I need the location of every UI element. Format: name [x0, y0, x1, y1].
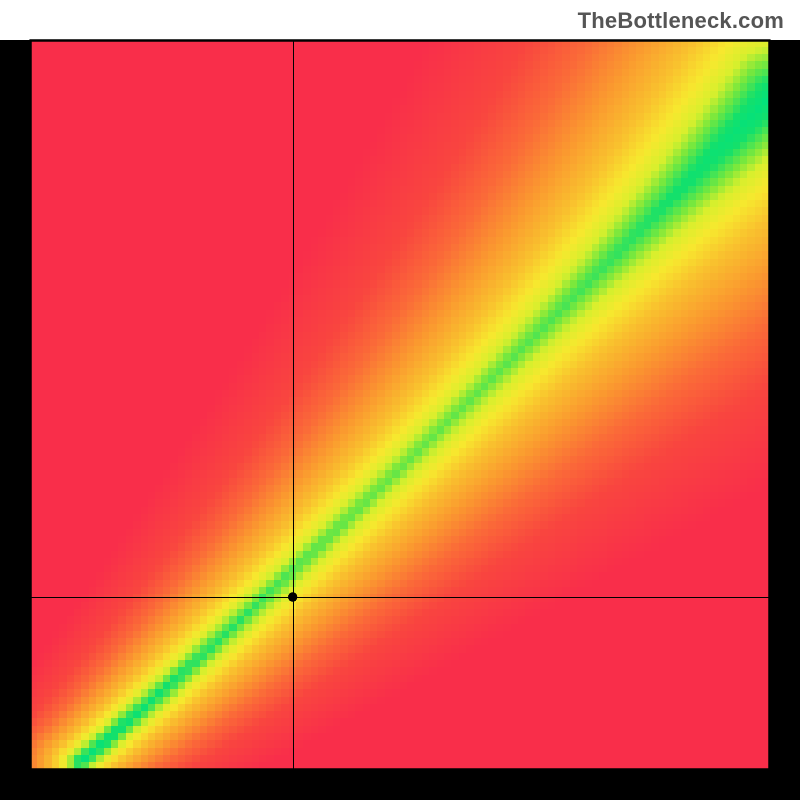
- bottleneck-heatmap: [0, 0, 800, 800]
- chart-container: TheBottleneck.com: [0, 0, 800, 800]
